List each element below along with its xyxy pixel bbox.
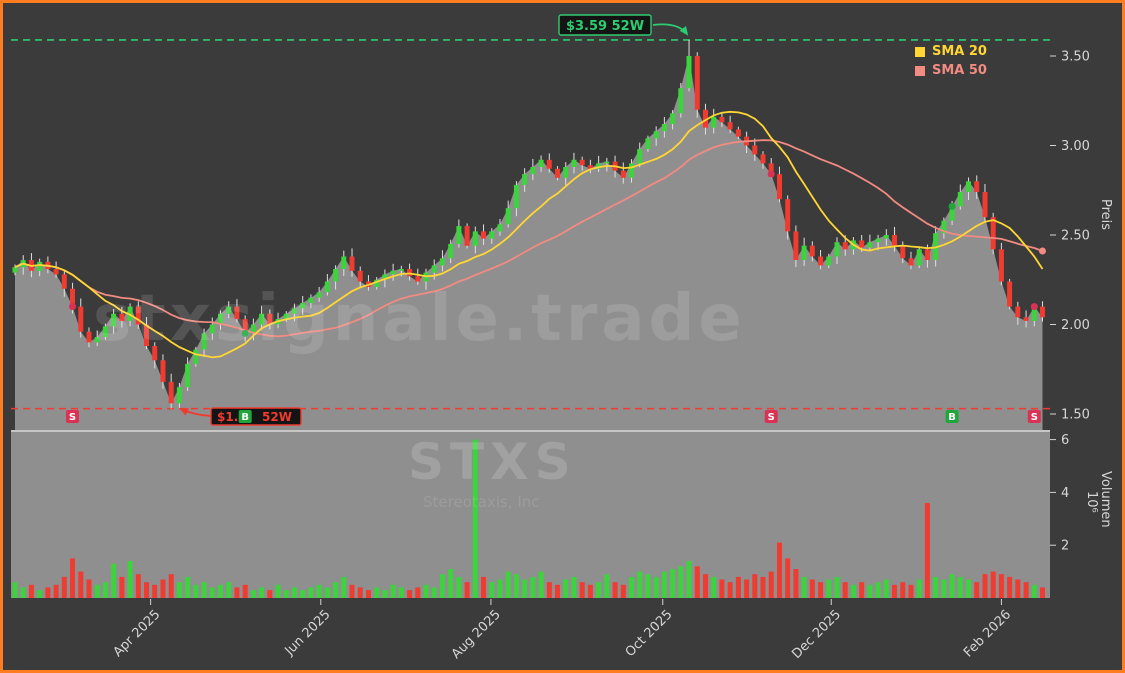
svg-text:Dec 2025: Dec 2025 — [789, 607, 844, 662]
price-volume-chart: 1.50 2.00 2.50 3.00 3.50 2 4 6 Apr 2025 Jun 2025 A… — [11, 14, 1090, 662]
svg-text:Jun 2025: Jun 2025 — [282, 607, 334, 659]
annotations: $3.59 52W $1. 52W — [179, 14, 689, 426]
svg-text:S: S — [1031, 412, 1038, 423]
svg-text:Aug 2025: Aug 2025 — [449, 607, 504, 662]
low-52w-label-right: 52W — [262, 410, 292, 424]
svg-text:S: S — [768, 412, 775, 423]
svg-text:S: S — [69, 412, 76, 423]
sma-20-line — [14, 110, 1044, 359]
high-52w-label: $3.59 52W — [566, 19, 644, 34]
price-area-fill — [15, 56, 1043, 431]
sell-badge — [764, 410, 778, 423]
high-52w-arrow — [652, 23, 689, 36]
svg-text:2.00: 2.00 — [1061, 318, 1090, 333]
sma-50-line — [14, 139, 1043, 338]
sell-badge — [66, 410, 79, 423]
buy-badge — [238, 410, 252, 423]
low-52w-label-left: $1. — [217, 410, 238, 424]
buy-badge — [945, 410, 959, 423]
svg-text:3.00: 3.00 — [1061, 139, 1090, 154]
svg-text:2.50: 2.50 — [1061, 229, 1090, 244]
volume-panel-background — [11, 432, 1050, 598]
svg-text:Apr 2025: Apr 2025 — [111, 607, 164, 660]
svg-text:Feb 2026: Feb 2026 — [961, 607, 1014, 660]
svg-text:3.50: 3.50 — [1061, 50, 1090, 65]
signal-dots — [69, 170, 1038, 337]
low-52w-arrow — [179, 408, 212, 417]
svg-text:1.50: 1.50 — [1061, 408, 1090, 423]
sma50-end-dot — [1039, 247, 1046, 255]
svg-text:6: 6 — [1061, 433, 1069, 448]
sell-badge — [1027, 410, 1041, 423]
svg-text:B: B — [241, 412, 249, 423]
svg-text:4: 4 — [1061, 486, 1069, 501]
svg-text:2: 2 — [1061, 539, 1069, 554]
svg-text:Oct 2025: Oct 2025 — [623, 607, 676, 660]
volume-bars — [12, 439, 1045, 598]
svg-text:B: B — [948, 412, 956, 423]
